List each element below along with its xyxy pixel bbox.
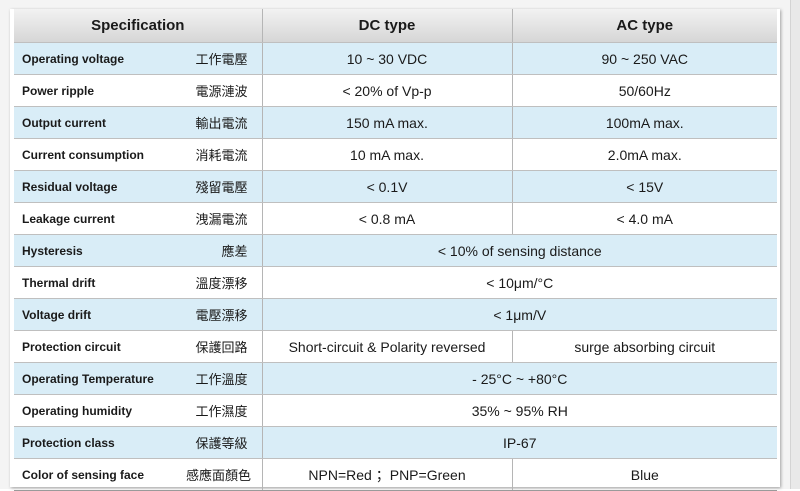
table-row: Color of sensing face 感應面顏色 NPN=Red ；PNP=G… bbox=[14, 458, 778, 491]
spec-value-shared: < 1μm/V bbox=[262, 298, 778, 331]
spec-value-ac: 2.0mA max. bbox=[512, 138, 778, 171]
spec-name-en: Output current bbox=[14, 106, 186, 139]
spec-value-ac: < 4.0 mA bbox=[512, 202, 778, 235]
spec-name-en: Operating Temperature bbox=[14, 362, 186, 395]
spec-name-zh: 殘留電壓 bbox=[186, 170, 263, 203]
table-row: Current consumption 消耗電流 10 mA max. 2.0mA m… bbox=[14, 138, 778, 171]
table-row: Voltage drift 電壓漂移 < 1μm/V bbox=[14, 298, 778, 331]
spec-name-en: Operating voltage bbox=[14, 42, 186, 75]
spec-name-en: Thermal drift bbox=[14, 266, 186, 299]
spec-name-zh: 工作電壓 bbox=[186, 42, 263, 75]
spec-name-en: Leakage current bbox=[14, 202, 186, 235]
spec-value-ac: Blue bbox=[512, 458, 778, 491]
spec-value-dc: 10 mA max. bbox=[262, 138, 513, 171]
table-row: Thermal drift 溫度漂移 < 10μm/°C bbox=[14, 266, 778, 299]
table-header-row: Specification DC type AC type bbox=[14, 9, 778, 43]
spec-name-zh: 電源漣波 bbox=[186, 74, 263, 107]
spec-name-en: Color of sensing face bbox=[14, 458, 186, 491]
spec-name-zh: 電壓漂移 bbox=[186, 298, 263, 331]
header-specification: Specification bbox=[14, 9, 263, 43]
spec-name-en: Protection class bbox=[14, 426, 186, 459]
table-row: Protection circuit 保護回路 Short-circuit & Po… bbox=[14, 330, 778, 363]
table-row: Residual voltage 殘留電壓 < 0.1V < 15V bbox=[14, 170, 778, 203]
spec-name-zh: 溫度漂移 bbox=[186, 266, 263, 299]
spec-name-zh: 洩漏電流 bbox=[186, 202, 263, 235]
spec-value-dc: < 0.8 mA bbox=[262, 202, 513, 235]
table-row: Protection class 保護等級 IP-67 bbox=[14, 426, 778, 459]
spec-name-zh: 保護等級 bbox=[186, 426, 263, 459]
spec-name-zh: 感應面顏色 bbox=[186, 458, 263, 491]
spec-name-zh: 應差 bbox=[186, 234, 263, 267]
spec-name-zh: 消耗電流 bbox=[186, 138, 263, 171]
spec-name-en: Operating humidity bbox=[14, 394, 186, 427]
spec-value-ac: surge absorbing circuit bbox=[512, 330, 778, 363]
spec-value-ac: 100mA max. bbox=[512, 106, 778, 139]
spec-value-ac: < 15V bbox=[512, 170, 778, 203]
specification-table: Specification DC type AC type Operating … bbox=[14, 9, 778, 491]
spec-value-dc: 10 ~ 30 VDC bbox=[262, 42, 513, 75]
table-row: Hysteresis 應差 < 10% of sensing distance bbox=[14, 234, 778, 267]
spec-name-zh: 工作濕度 bbox=[186, 394, 263, 427]
spec-name-en: Protection circuit bbox=[14, 330, 186, 363]
table-row: Operating Temperature 工作溫度 - 25°C ~ +80°C bbox=[14, 362, 778, 395]
header-dc-type: DC type bbox=[262, 9, 513, 43]
spec-name-zh: 保護回路 bbox=[186, 330, 263, 363]
spec-value-dc: < 20% of Vp-p bbox=[262, 74, 513, 107]
spec-value-dc: NPN=Red ；PNP=Green bbox=[262, 458, 513, 491]
table-row: Operating voltage 工作電壓 10 ~ 30 VDC 90 ~ 250… bbox=[14, 42, 778, 75]
spec-value-ac: 50/60Hz bbox=[512, 74, 778, 107]
spec-name-en: Voltage drift bbox=[14, 298, 186, 331]
header-ac-type: AC type bbox=[512, 9, 778, 43]
table-row: Output current 輸出電流 150 mA max. 100mA max. bbox=[14, 106, 778, 139]
spec-name-en: Hysteresis bbox=[14, 234, 186, 267]
vertical-scrollbar[interactable] bbox=[790, 0, 800, 489]
spec-name-en: Residual voltage bbox=[14, 170, 186, 203]
spec-value-dc: 150 mA max. bbox=[262, 106, 513, 139]
spec-name-en: Power ripple bbox=[14, 74, 186, 107]
spec-name-zh: 工作溫度 bbox=[186, 362, 263, 395]
spec-value-dc: Short-circuit & Polarity reversed bbox=[262, 330, 513, 363]
table-row: Operating humidity 工作濕度 35% ~ 95% RH bbox=[14, 394, 778, 427]
spec-value-shared: < 10% of sensing distance bbox=[262, 234, 778, 267]
table-row: Leakage current 洩漏電流 < 0.8 mA < 4.0 mA bbox=[14, 202, 778, 235]
table-body: Operating voltage 工作電壓 10 ~ 30 VDC 90 ~ 250… bbox=[14, 42, 778, 491]
spec-value-shared: IP-67 bbox=[262, 426, 778, 459]
spec-name-en: Current consumption bbox=[14, 138, 186, 171]
spec-name-zh: 輸出電流 bbox=[186, 106, 263, 139]
spec-value-dc: < 0.1V bbox=[262, 170, 513, 203]
spec-value-shared: - 25°C ~ +80°C bbox=[262, 362, 778, 395]
spec-value-shared: < 10μm/°C bbox=[262, 266, 778, 299]
table-row: Power ripple 電源漣波 < 20% of Vp-p 50/60Hz bbox=[14, 74, 778, 107]
spec-value-ac: 90 ~ 250 VAC bbox=[512, 42, 778, 75]
spec-value-shared: 35% ~ 95% RH bbox=[262, 394, 778, 427]
